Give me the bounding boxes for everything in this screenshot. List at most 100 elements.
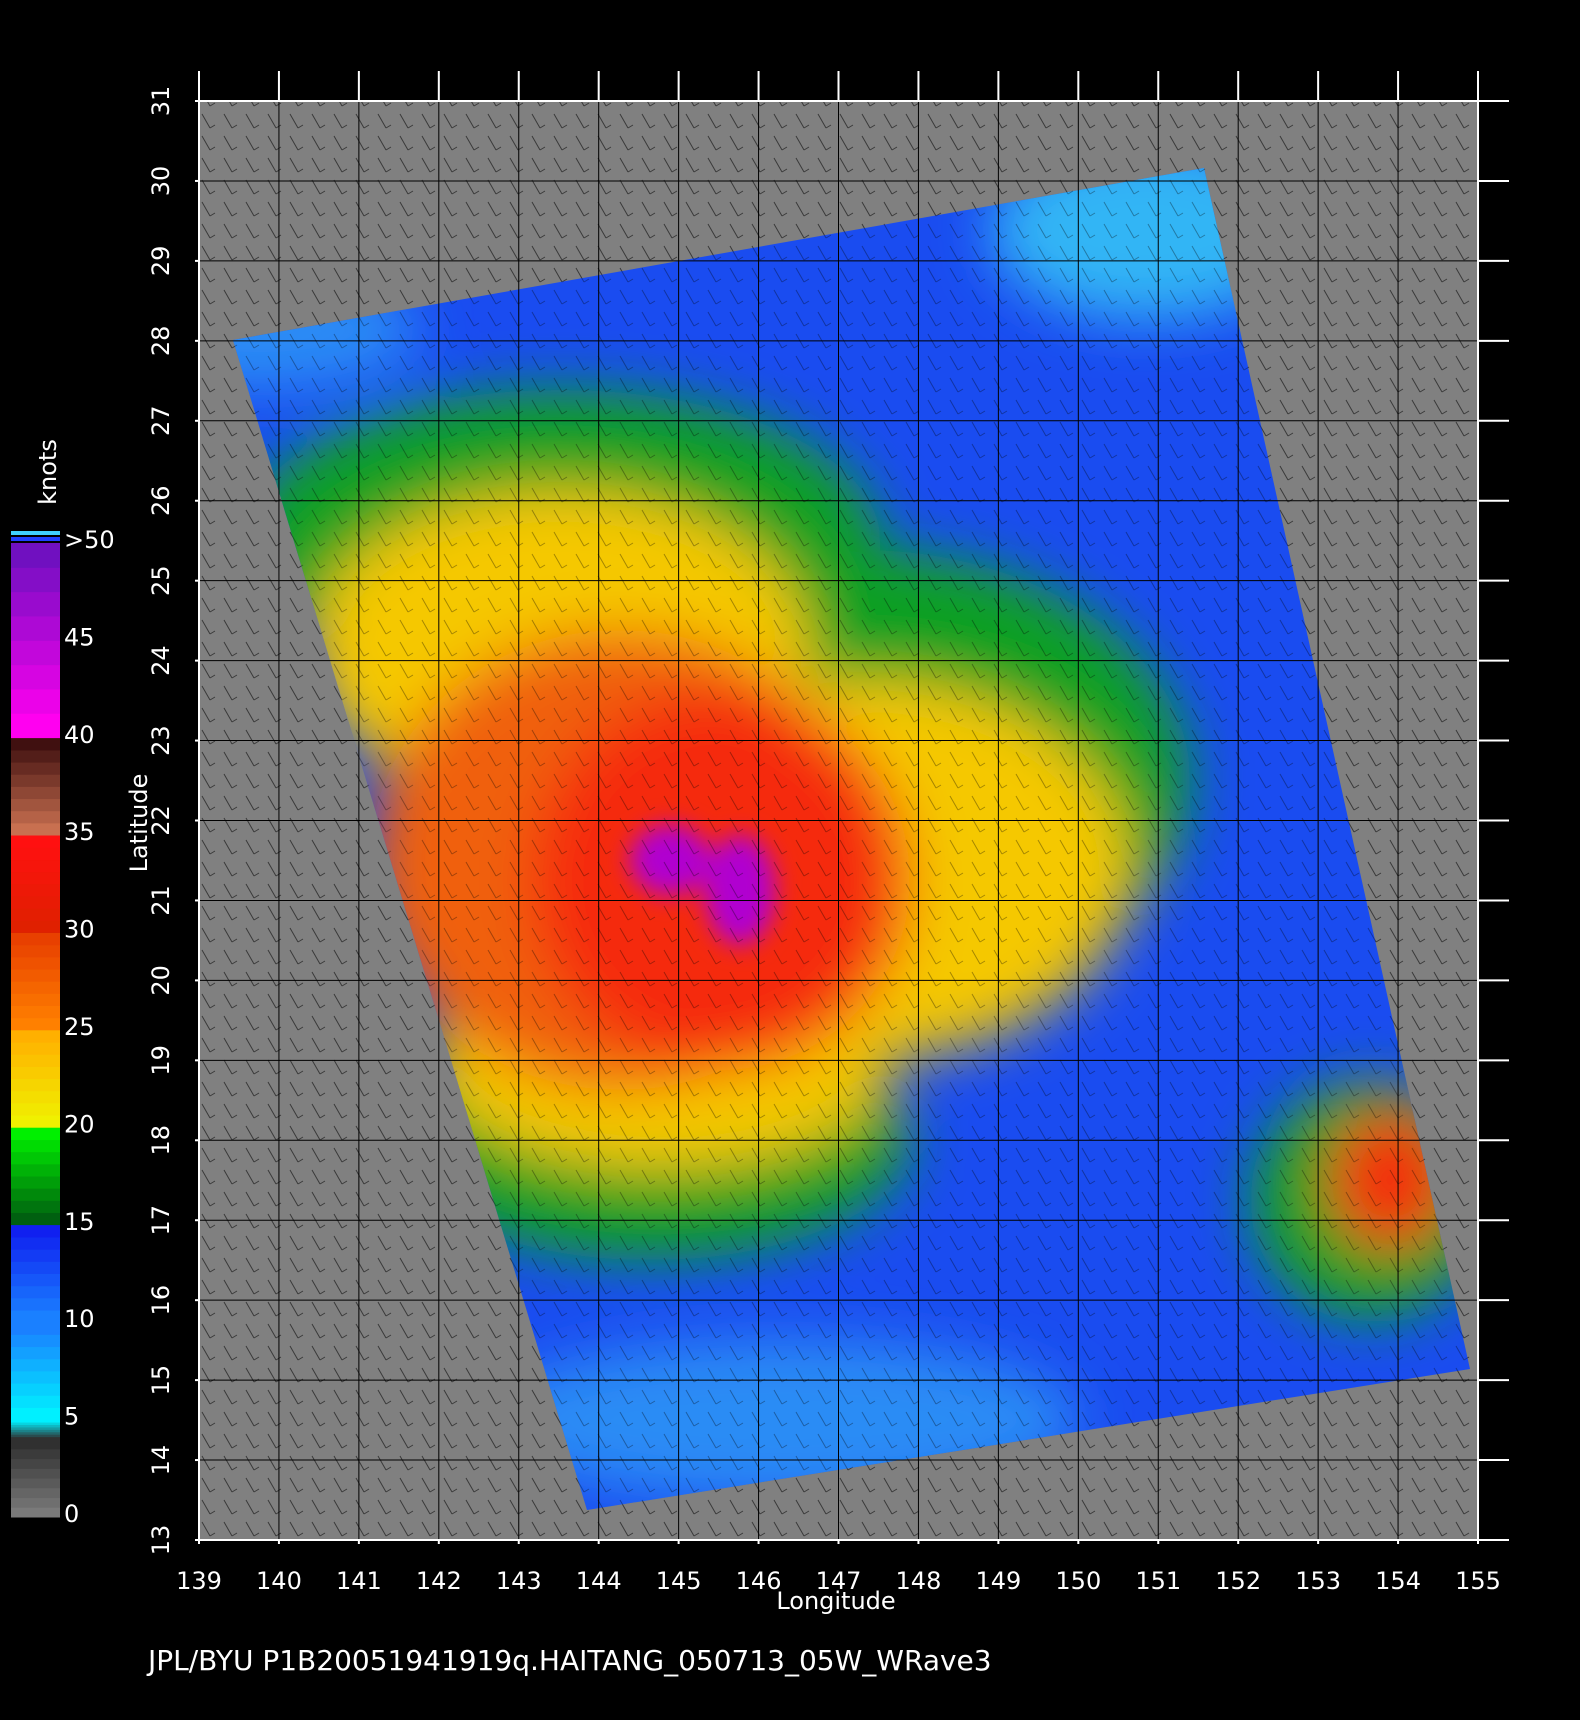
y-tick-label: 30 xyxy=(147,166,175,197)
x-tick-label: 149 xyxy=(975,1567,1021,1595)
colorbar-segment xyxy=(11,1346,60,1360)
colorbar-segment xyxy=(11,543,60,568)
colorbar-segment xyxy=(11,1163,60,1177)
colorbar-unit: knots xyxy=(34,439,62,505)
colorbar-segment xyxy=(11,1188,60,1201)
y-tick-label: 20 xyxy=(147,965,175,996)
colorbar-segment xyxy=(11,920,60,933)
colorbar-tick-label: 20 xyxy=(64,1110,95,1138)
colorbar-segment xyxy=(11,1487,60,1499)
colorbar-segment xyxy=(11,1249,60,1262)
colorbar-segment xyxy=(11,1078,60,1092)
colorbar-segment xyxy=(11,1054,60,1067)
x-tick-label: 147 xyxy=(816,1567,862,1595)
colorbar-segment xyxy=(11,895,60,909)
x-tick-label: 146 xyxy=(736,1567,782,1595)
y-tick-label: 26 xyxy=(147,485,175,516)
colorbar-segment xyxy=(11,1017,60,1031)
colorbar-segment xyxy=(11,1212,60,1226)
colorbar-tick-label: 5 xyxy=(64,1403,79,1431)
colorbar-segment xyxy=(11,1478,60,1489)
x-tick-label: 139 xyxy=(176,1567,222,1595)
y-tick-label: 29 xyxy=(147,246,175,277)
colorbar-segment xyxy=(11,1395,60,1408)
colorbar-segment xyxy=(11,859,60,873)
colorbar-segment xyxy=(11,1436,60,1440)
y-tick-label: 31 xyxy=(147,86,175,117)
colorbar-segment xyxy=(11,1407,60,1421)
colorbar-segment xyxy=(11,1334,60,1348)
colorbar-segment xyxy=(11,1151,60,1165)
y-tick-label: 22 xyxy=(147,805,175,836)
colorbar-segment xyxy=(11,749,60,763)
y-tick-label: 27 xyxy=(147,406,175,437)
colorbar-segment xyxy=(11,786,60,800)
y-tick-label: 23 xyxy=(147,725,175,756)
colorbar-segment xyxy=(11,1273,60,1287)
colorbar-tick-label: >50 xyxy=(64,526,115,554)
x-tick-label: 153 xyxy=(1295,1567,1341,1595)
colorbar-tick-label: 25 xyxy=(64,1013,95,1041)
colorbar-segment xyxy=(11,762,60,775)
y-axis-label: Latitude xyxy=(125,774,153,873)
colorbar-segment xyxy=(11,688,60,714)
colorbar-segment xyxy=(11,1139,60,1153)
x-tick-label: 145 xyxy=(656,1567,702,1595)
colorbar-segment xyxy=(11,1115,60,1128)
colorbar: 0 5 10 15 20 25 30 35 40 45 >50 xyxy=(11,526,115,1528)
y-tick-label: 25 xyxy=(147,565,175,596)
colorbar-segment xyxy=(11,956,60,970)
colorbar-segment xyxy=(11,1005,60,1019)
colorbar-segment xyxy=(11,1127,60,1141)
colorbar-cap xyxy=(11,531,60,535)
grid: 139 140 141 142 143 144 145 146 147 148 149 150 151 1… xyxy=(147,71,1509,1595)
colorbar-segment xyxy=(11,810,60,824)
x-tick-label: 152 xyxy=(1215,1567,1261,1595)
x-tick-label: 143 xyxy=(496,1567,542,1595)
colorbar-segment xyxy=(11,1497,60,1508)
colorbar-segment xyxy=(11,1285,60,1299)
colorbar-segment xyxy=(11,883,60,897)
x-tick-label: 148 xyxy=(896,1567,942,1595)
plot-frame xyxy=(198,100,1479,1541)
colorbar-segment xyxy=(11,640,60,666)
y-tick-label: 17 xyxy=(147,1205,175,1236)
colorbar-segment xyxy=(11,1468,60,1479)
colorbar-segment xyxy=(11,664,60,690)
y-tick-label: 15 xyxy=(147,1365,175,1396)
x-tick-label: 140 xyxy=(256,1567,302,1595)
colorbar-segment xyxy=(11,1358,60,1372)
colorbar-segment xyxy=(11,1429,60,1433)
colorbar-tick-label: 35 xyxy=(64,818,95,846)
x-tick-label: 144 xyxy=(576,1567,622,1595)
colorbar-tick-label: 0 xyxy=(64,1500,79,1528)
colorbar-segment xyxy=(11,1383,60,1396)
colorbar-segment xyxy=(11,932,60,946)
colorbar-segment xyxy=(11,798,60,812)
colorbar-segment xyxy=(11,1422,60,1425)
x-tick-label: 155 xyxy=(1455,1567,1501,1595)
y-tick-label: 18 xyxy=(147,1125,175,1156)
colorbar-segment xyxy=(11,1297,60,1311)
x-tick-label: 142 xyxy=(416,1567,462,1595)
y-tick-label: 24 xyxy=(147,645,175,676)
colorbar-segment xyxy=(11,1458,60,1469)
colorbar-segment xyxy=(11,969,60,982)
y-tick-label: 21 xyxy=(147,885,175,916)
x-tick-label: 150 xyxy=(1055,1567,1101,1595)
colorbar-segment xyxy=(11,1310,60,1323)
colorbar-segment xyxy=(11,774,60,787)
colorbar-segment xyxy=(11,615,60,641)
x-tick-label: 151 xyxy=(1135,1567,1181,1595)
colorbar-tick-label: 15 xyxy=(64,1208,95,1236)
colorbar-segment xyxy=(11,1419,60,1423)
colorbar-segment xyxy=(11,993,60,1007)
colorbar-segment xyxy=(11,1102,60,1116)
colorbar-segment xyxy=(11,1439,60,1450)
colorbar-tick-label: 30 xyxy=(64,916,95,944)
colorbar-segment xyxy=(11,1042,60,1055)
colorbar-segment xyxy=(11,1090,60,1104)
colorbar-segment xyxy=(11,1030,60,1043)
colorbar-segment xyxy=(11,822,60,836)
